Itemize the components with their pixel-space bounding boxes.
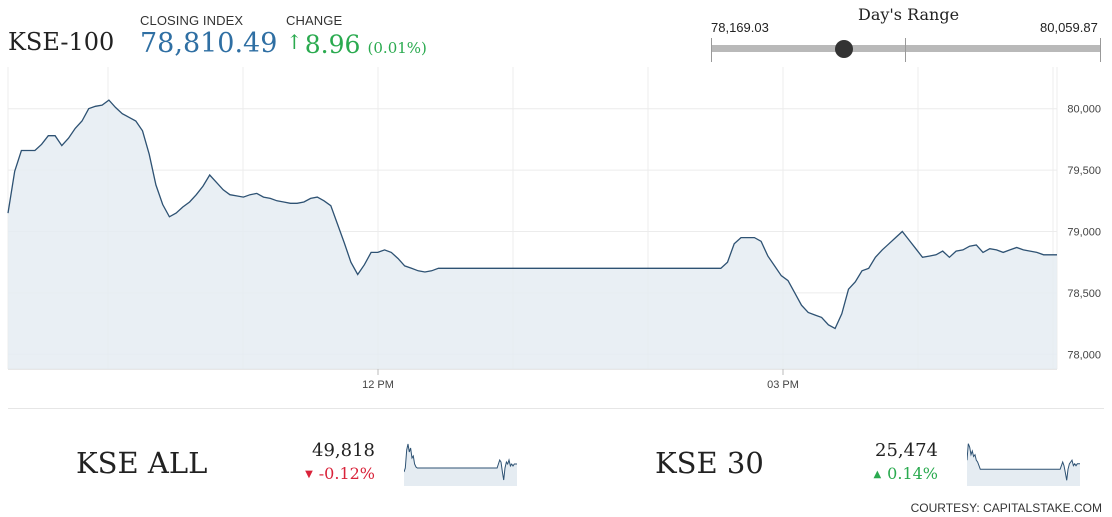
sparkline-line bbox=[967, 443, 1080, 481]
sparkline-line bbox=[404, 443, 517, 481]
sparkline-area bbox=[967, 443, 1080, 486]
closing-index-value: 78,810.49 bbox=[140, 28, 278, 59]
x-tick-label: 03 PM bbox=[767, 379, 799, 391]
y-tick-label: 80,000 bbox=[1067, 104, 1101, 116]
days-range-high: 80,059.87 bbox=[1040, 20, 1098, 35]
days-range-tick-right bbox=[1100, 38, 1101, 62]
days-range-tick-mid bbox=[905, 38, 906, 62]
section-divider bbox=[8, 408, 1104, 409]
change-label: CHANGE bbox=[286, 13, 343, 28]
kse-30-value: 25,474 bbox=[875, 440, 938, 461]
main-chart-line bbox=[7, 99, 1057, 330]
days-range-title: Day's Range bbox=[858, 5, 960, 24]
main-chart-area bbox=[8, 100, 1057, 369]
kse-all-change-value: -0.12% bbox=[318, 464, 375, 483]
courtesy-credit: COURTESY: CAPITALSTAKE.COM bbox=[910, 501, 1102, 515]
kse-30-sparkline bbox=[967, 443, 1080, 486]
sparkline-area bbox=[404, 444, 517, 486]
y-tick-label: 78,000 bbox=[1067, 349, 1101, 361]
closing-index-label: CLOSING INDEX bbox=[140, 13, 244, 28]
y-tick-label: 79,500 bbox=[1067, 165, 1101, 177]
x-tick-label: 12 PM bbox=[362, 379, 394, 391]
header: KSE-100 CLOSING INDEX 78,810.49 CHANGE ↑… bbox=[0, 0, 1112, 62]
kse-all-name: KSE ALL bbox=[76, 446, 208, 480]
change-percent: (0.01%) bbox=[367, 39, 427, 57]
days-range-track bbox=[711, 45, 1101, 52]
down-triangle-icon: ▼ bbox=[305, 469, 313, 480]
days-range-low: 78,169.03 bbox=[711, 20, 769, 35]
main-chart: 80,000 79,500 79,000 78,500 78,000 12 PM 03 P… bbox=[7, 67, 1101, 391]
kse-all-value: 49,818 bbox=[312, 440, 375, 461]
days-range-tick-left bbox=[711, 38, 712, 62]
up-triangle-icon: ▲ bbox=[873, 469, 882, 480]
kse-30-name: KSE 30 bbox=[655, 446, 764, 480]
kse-all-sparkline bbox=[404, 443, 517, 486]
change-value: 8.96 bbox=[304, 30, 361, 59]
days-range-marker bbox=[834, 40, 853, 58]
kse-30-change: ▲ 0.14% bbox=[836, 464, 938, 483]
index-name: KSE-100 bbox=[8, 28, 115, 56]
y-tick-label: 79,000 bbox=[1067, 227, 1101, 239]
change-block: ↑8.96 (0.01%) bbox=[286, 30, 427, 59]
up-arrow-icon: ↑ bbox=[286, 30, 303, 54]
kse-30-change-value: 0.14% bbox=[887, 464, 938, 483]
kse-all-change: ▼ -0.12% bbox=[270, 464, 375, 483]
y-tick-label: 78,500 bbox=[1067, 288, 1101, 300]
